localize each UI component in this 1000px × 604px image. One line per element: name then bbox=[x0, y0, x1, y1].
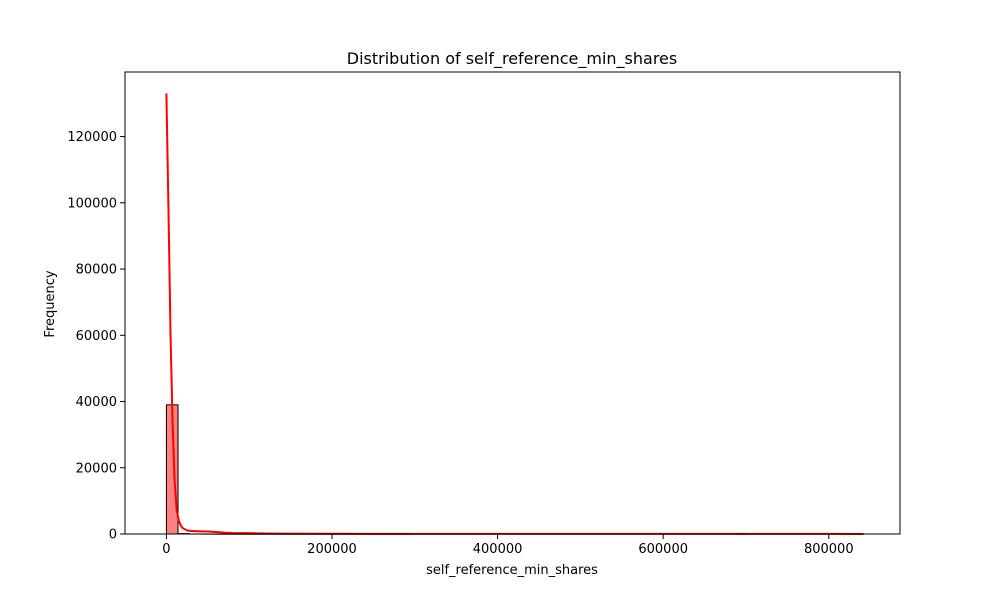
y-axis-ticks: 0 20000 40000 60000 80000 100000 120000 bbox=[67, 130, 125, 543]
x-tick-label: 400000 bbox=[473, 542, 523, 557]
x-tick-label: 800000 bbox=[804, 542, 854, 557]
y-tick-label: 100000 bbox=[67, 196, 117, 211]
y-tick-label: 80000 bbox=[76, 263, 117, 278]
y-tick-label: 20000 bbox=[76, 461, 117, 476]
x-axis-label: self_reference_min_shares bbox=[426, 563, 598, 578]
y-tick-label: 40000 bbox=[76, 395, 117, 410]
x-axis-ticks: 0 200000 400000 600000 800000 bbox=[162, 534, 854, 557]
chart-title: Distribution of self_reference_min_share… bbox=[347, 49, 677, 69]
plot-frame bbox=[124, 71, 901, 535]
y-axis-label: Frequency bbox=[43, 270, 58, 337]
y-tick-label: 120000 bbox=[67, 130, 117, 145]
x-tick-label: 0 bbox=[162, 542, 170, 557]
x-tick-label: 200000 bbox=[307, 542, 357, 557]
y-tick-label: 0 bbox=[109, 528, 117, 543]
y-tick-label: 60000 bbox=[76, 329, 117, 344]
x-tick-label: 600000 bbox=[638, 542, 688, 557]
